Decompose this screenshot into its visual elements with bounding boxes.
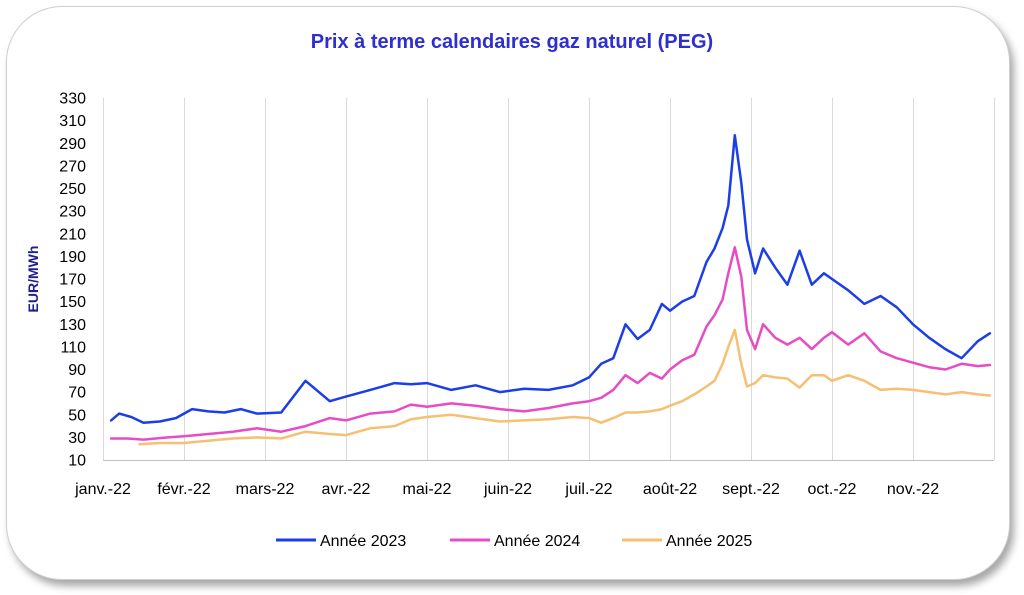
x-tick-label: juin-22: [483, 481, 532, 498]
y-tick-label: 230: [59, 204, 86, 221]
y-tick-label: 110: [60, 339, 86, 356]
y-tick-label: 30: [68, 430, 86, 447]
y-tick-label: 170: [59, 272, 86, 289]
y-tick-labels: 10 30 50 70 90 110 130 150 170 190 210 230 250 270 290…: [59, 91, 86, 470]
y-tick-label: 290: [59, 136, 86, 153]
legend-label: Année 2025: [666, 533, 752, 550]
x-tick-label: sept.-22: [722, 481, 780, 498]
y-tick-label: 310: [59, 113, 86, 130]
y-tick-label: 90: [68, 362, 86, 379]
legend-label: Année 2023: [320, 533, 406, 550]
series-line: [109, 134, 992, 424]
series-lines: [109, 134, 992, 446]
y-tick-label: 130: [59, 317, 86, 334]
x-tick-label: mars-22: [236, 481, 295, 498]
x-tick-label: juil.-22: [564, 481, 612, 498]
y-tick-label: 330: [59, 91, 86, 108]
x-tick-label: août-22: [643, 481, 697, 498]
x-tick-label: janv.-22: [74, 481, 131, 498]
legend-label: Année 2024: [494, 533, 580, 550]
x-tick-label: mai-22: [403, 481, 452, 498]
legend: Année 2023 Année 2024 Année 2025: [276, 533, 752, 550]
x-tick-label: nov.-22: [887, 481, 939, 498]
x-tick-label: avr.-22: [322, 481, 371, 498]
y-tick-label: 270: [59, 158, 86, 175]
y-tick-label: 50: [68, 407, 86, 424]
y-tick-label: 210: [59, 226, 86, 243]
y-tick-label: 250: [59, 181, 86, 198]
series-line: [109, 246, 992, 441]
series-line: [138, 328, 992, 446]
x-tick-label: oct.-22: [808, 481, 857, 498]
chart-title: Prix à terme calendaires gaz naturel (PE…: [311, 31, 713, 53]
x-tick-label: févr.-22: [157, 481, 210, 498]
y-tick-label: 150: [59, 294, 86, 311]
grid-lines: [103, 98, 995, 460]
y-tick-label: 70: [68, 385, 86, 402]
y-tick-label: 10: [68, 453, 86, 470]
y-tick-label: 190: [59, 249, 86, 266]
x-tick-labels: janv.-22 févr.-22 mars-22 avr.-22 mai-22 juin…: [74, 481, 939, 498]
y-axis-label: EUR/MWh: [25, 246, 41, 313]
